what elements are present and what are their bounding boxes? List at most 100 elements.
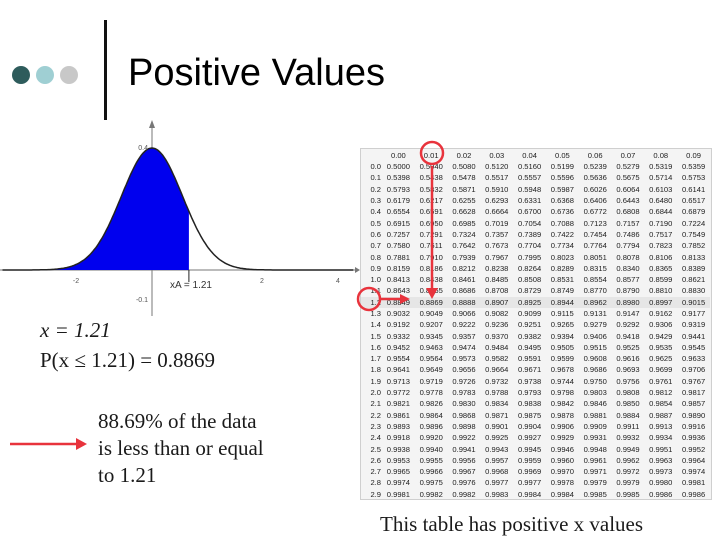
- table-cell: 0.9761: [649, 376, 673, 386]
- table-cell: 0.8925: [513, 296, 546, 308]
- table-cell: 0.9890: [681, 410, 706, 420]
- row-z-label: 0.2: [370, 184, 381, 194]
- table-cell: 0.8577: [616, 275, 640, 285]
- table-cell: 0.9986: [681, 489, 706, 499]
- table-cell: 0.9896: [419, 421, 443, 431]
- table-cell: 0.9279: [583, 320, 607, 330]
- table-row: 2.7 0.9965 0.9966 0.9967 0.9968 0.9969 0.9970 0…: [361, 466, 710, 477]
- table-cell: 0.9918: [386, 433, 411, 443]
- table-cell: 0.9812: [649, 388, 673, 398]
- table-cell: 0.9207: [419, 320, 443, 330]
- table-cell: 0.9981: [681, 478, 706, 488]
- row-z-label: 2.6: [370, 455, 381, 465]
- row-z-label: 0.3: [370, 196, 381, 206]
- table-cell: 0.9370: [485, 331, 509, 341]
- table-cell: 0.9608: [583, 354, 607, 364]
- table-cell: 0.8438: [419, 275, 443, 285]
- row-z-label: 0.0: [370, 162, 381, 172]
- table-cell: 0.5398: [386, 173, 411, 183]
- table-cell: 0.9966: [419, 467, 443, 477]
- table-cell: 0.6554: [386, 207, 411, 217]
- shaded-area: [2, 148, 189, 270]
- table-cell: 0.8413: [386, 275, 411, 285]
- table-cell: 0.7019: [485, 218, 509, 228]
- row-z-label: 2.9: [370, 489, 381, 499]
- table-cell: 0.9726: [452, 376, 476, 386]
- column-header: 0.05: [554, 150, 570, 160]
- table-cell: 0.8869: [414, 296, 448, 308]
- table-cell: 0.9738: [517, 376, 542, 386]
- table-cell: 0.9981: [386, 489, 411, 499]
- x-tick-2: 2: [260, 278, 264, 285]
- table-cell: 0.9357: [452, 331, 476, 341]
- dot-teal: [36, 66, 54, 84]
- slide-title: Positive Values: [128, 52, 385, 94]
- table-cell: 0.5753: [681, 173, 706, 183]
- table-cell: 0.9875: [517, 410, 542, 420]
- table-cell: 0.9881: [583, 410, 607, 420]
- table-cell: 0.6026: [583, 184, 607, 194]
- table-cell: 0.9980: [649, 478, 673, 488]
- table-cell: 0.9554: [386, 354, 411, 364]
- table-cell: 0.6808: [616, 207, 640, 217]
- row-z-label: 2.0: [370, 388, 381, 398]
- table-cell: 0.9916: [681, 421, 706, 431]
- table-cell: 0.9429: [649, 331, 673, 341]
- table-row: 1.8 0.9641 0.9649 0.9656 0.9664 0.9671 0.9678 0…: [361, 364, 710, 375]
- table-cell: 0.9846: [583, 399, 607, 409]
- table-cell: 0.9909: [583, 421, 607, 431]
- table-cell: 0.9319: [681, 320, 706, 330]
- row-z-label: 1.7: [370, 354, 381, 364]
- table-cell: 0.7764: [583, 241, 607, 251]
- table-cell: 0.8212: [452, 263, 476, 273]
- table-cell: 0.6879: [681, 207, 706, 217]
- column-header: 0.08: [653, 150, 669, 160]
- table-cell: 0.9484: [485, 342, 509, 352]
- table-cell: 0.7794: [616, 241, 640, 251]
- table-cell: 0.8340: [616, 263, 640, 273]
- table-row: 2.8 0.9974 0.9975 0.9976 0.9977 0.9977 0.9978 0…: [361, 477, 710, 488]
- table-cell: 0.8980: [611, 296, 645, 308]
- table-cell: 0.9515: [583, 342, 607, 352]
- table-cell: 0.9463: [419, 342, 443, 352]
- table-row: 1.9 0.9713 0.9719 0.9726 0.9732 0.9738 0.9744 0…: [361, 376, 710, 387]
- row-z-label: 2.5: [370, 444, 381, 454]
- table-row: 0.3 0.6179 0.6217 0.6255 0.6293 0.6331 0.6368 0…: [361, 195, 710, 206]
- table-row: 1.7 0.9554 0.9564 0.9573 0.9582 0.9591 0.9599 0…: [361, 353, 710, 364]
- table-cell: 0.5080: [452, 162, 476, 172]
- table-cell: 0.6950: [419, 218, 443, 228]
- table-cell: 0.7704: [517, 241, 542, 251]
- table-cell: 0.5120: [485, 162, 509, 172]
- row-z-label: 2.3: [370, 421, 381, 431]
- table-cell: 0.9854: [649, 399, 673, 409]
- table-cell: 0.7324: [452, 229, 476, 239]
- table-cell: 0.9808: [616, 388, 640, 398]
- row-z-label: 0.6: [370, 229, 381, 239]
- column-header: 0.00: [391, 150, 406, 160]
- table-cell: 0.5517: [485, 173, 509, 183]
- table-cell: 0.9913: [649, 421, 673, 431]
- table-cell: 0.8599: [649, 275, 673, 285]
- table-cell: 0.6368: [550, 196, 574, 206]
- table-row: 0.7 0.7580 0.7611 0.7642 0.7673 0.7704 0.7734 0…: [361, 240, 710, 251]
- title-dots: [12, 66, 102, 84]
- table-cell: 0.9251: [517, 320, 542, 330]
- table-cell: 0.9969: [517, 467, 542, 477]
- table-row: 2.5 0.9938 0.9940 0.9941 0.9943 0.9945 0.9946 0…: [361, 443, 710, 454]
- table-cell: 0.9984: [517, 489, 542, 499]
- table-cell: 0.9525: [616, 342, 640, 352]
- table-row: 2.1 0.9821 0.9826 0.9830 0.9834 0.9838 0.9842 0…: [361, 398, 710, 409]
- table-cell: 0.9965: [386, 467, 411, 477]
- table-cell: 0.5557: [517, 173, 542, 183]
- table-cell: 0.5910: [485, 184, 509, 194]
- table-cell: 0.7611: [419, 241, 443, 251]
- table-cell: 0.6141: [681, 184, 706, 194]
- table-cell: 0.8078: [616, 252, 640, 262]
- table-cell: 0.6772: [583, 207, 607, 217]
- table-cell: 0.9956: [452, 455, 476, 465]
- table-cell: 0.9332: [386, 331, 411, 341]
- table-cell: 0.9406: [583, 331, 607, 341]
- table-cell: 0.5832: [419, 184, 443, 194]
- x-tick-4: 4: [336, 278, 340, 285]
- table-cell: 0.9015: [677, 296, 710, 308]
